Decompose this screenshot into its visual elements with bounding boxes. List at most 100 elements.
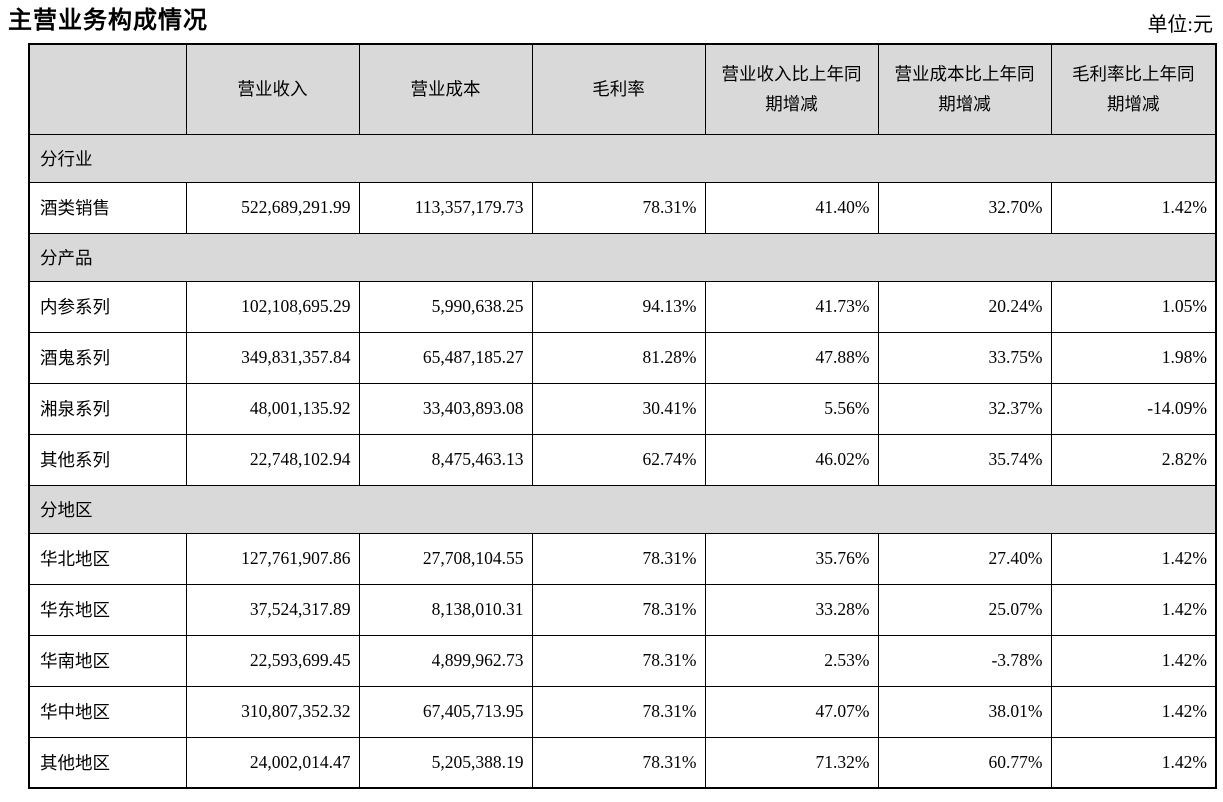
gross-margin-yoy-change-column-header: 毛利率比上年同期增减 (1050, 43, 1217, 135)
table-row: 湘泉系列 48,001,135.92 33,403,893.08 30.41% 5.56… (28, 382, 1217, 435)
revenue-cell: 102,108,695.29 (185, 280, 360, 333)
gross-margin-cell: 78.31% (531, 685, 706, 738)
revenue-cell: 22,748,102.94 (185, 433, 360, 486)
gross-margin-cell: 78.31% (531, 634, 706, 687)
cost-yoy-change-cell: 32.37% (877, 382, 1052, 435)
table-row: 华南地区 22,593,699.45 4,899,962.73 78.31% 2.53%… (28, 634, 1217, 687)
section-header-row: 分地区 (28, 484, 1217, 534)
table-row: 华东地区 37,524,317.89 8,138,010.31 78.31% 33.28… (28, 583, 1217, 636)
revenue-yoy-change-column-header: 营业收入比上年同期增减 (704, 43, 879, 135)
cost-cell: 67,405,713.95 (358, 685, 533, 738)
table-header: 营业收入 营业成本 毛利率 营业收入比上年同期增减 营业成本比上年同期增减 毛利率比上年同… (28, 43, 1217, 135)
gross-margin-cell: 78.31% (531, 583, 706, 636)
cost-cell: 8,138,010.31 (358, 583, 533, 636)
gross-margin-yoy-change-cell: 1.42% (1050, 634, 1217, 687)
table-body: 分行业 酒类销售 522,689,291.99 113,357,179.73 78.31… (28, 133, 1217, 789)
revenue-cell: 127,761,907.86 (185, 532, 360, 585)
business-composition-table: 营业收入 营业成本 毛利率 营业收入比上年同期增减 营业成本比上年同期增减 毛利率比上年同… (28, 43, 1217, 790)
table-row: 内参系列 102,108,695.29 5,990,638.25 94.13% 41.7… (28, 280, 1217, 333)
revenue-cell: 24,002,014.47 (185, 736, 360, 789)
table-row: 华中地区 310,807,352.32 67,405,713.95 78.31% 47.… (28, 685, 1217, 738)
cost-yoy-change-cell: 38.01% (877, 685, 1052, 738)
revenue-yoy-change-cell: 5.56% (704, 382, 879, 435)
section-label: 分行业 (28, 133, 1217, 183)
cost-cell: 5,990,638.25 (358, 280, 533, 333)
gross-margin-yoy-change-cell: 1.05% (1050, 280, 1217, 333)
revenue-yoy-change-cell: 71.32% (704, 736, 879, 789)
gross-margin-cell: 81.28% (531, 331, 706, 384)
row-label: 湘泉系列 (28, 382, 187, 435)
gross-margin-cell: 94.13% (531, 280, 706, 333)
cost-cell: 8,475,463.13 (358, 433, 533, 486)
revenue-cell: 22,593,699.45 (185, 634, 360, 687)
gross-margin-cell: 78.31% (531, 532, 706, 585)
cost-cell: 113,357,179.73 (358, 181, 533, 234)
gross-margin-yoy-change-cell: 1.42% (1050, 181, 1217, 234)
revenue-yoy-change-cell: 47.88% (704, 331, 879, 384)
row-label: 其他系列 (28, 433, 187, 486)
header-row: 营业收入 营业成本 毛利率 营业收入比上年同期增减 营业成本比上年同期增减 毛利率比上年同… (28, 43, 1217, 135)
category-column-header (28, 43, 187, 135)
row-label: 华中地区 (28, 685, 187, 738)
unit-label: 单位:元 (1147, 14, 1213, 37)
revenue-yoy-change-cell: 2.53% (704, 634, 879, 687)
gross-margin-yoy-change-cell: -14.09% (1050, 382, 1217, 435)
table-row: 酒类销售 522,689,291.99 113,357,179.73 78.31% 41… (28, 181, 1217, 234)
revenue-yoy-change-cell: 47.07% (704, 685, 879, 738)
revenue-cell: 310,807,352.32 (185, 685, 360, 738)
gross-margin-column-header: 毛利率 (531, 43, 706, 135)
row-label: 华东地区 (28, 583, 187, 636)
cost-cell: 27,708,104.55 (358, 532, 533, 585)
gross-margin-yoy-change-cell: 1.42% (1050, 532, 1217, 585)
section-label: 分产品 (28, 232, 1217, 282)
cost-yoy-change-cell: 20.24% (877, 280, 1052, 333)
page-title: 主营业务构成情况 (8, 8, 208, 34)
revenue-column-header: 营业收入 (185, 43, 360, 135)
cost-yoy-change-cell: 35.74% (877, 433, 1052, 486)
table-row: 华北地区 127,761,907.86 27,708,104.55 78.31% 35.… (28, 532, 1217, 585)
gross-margin-cell: 30.41% (531, 382, 706, 435)
cost-yoy-change-cell: 33.75% (877, 331, 1052, 384)
cost-yoy-change-cell: 32.70% (877, 181, 1052, 234)
cost-cell: 4,899,962.73 (358, 634, 533, 687)
revenue-yoy-change-cell: 46.02% (704, 433, 879, 486)
gross-margin-cell: 62.74% (531, 433, 706, 486)
revenue-yoy-change-cell: 33.28% (704, 583, 879, 636)
row-label: 华南地区 (28, 634, 187, 687)
row-label: 内参系列 (28, 280, 187, 333)
cost-cell: 65,487,185.27 (358, 331, 533, 384)
row-label: 其他地区 (28, 736, 187, 789)
gross-margin-yoy-change-cell: 2.82% (1050, 433, 1217, 486)
table-row: 其他地区 24,002,014.47 5,205,388.19 78.31% 71.32… (28, 736, 1217, 789)
gross-margin-cell: 78.31% (531, 736, 706, 789)
cost-yoy-change-cell: 25.07% (877, 583, 1052, 636)
gross-margin-yoy-change-cell: 1.42% (1050, 685, 1217, 738)
table-row: 其他系列 22,748,102.94 8,475,463.13 62.74% 46.02… (28, 433, 1217, 486)
cost-yoy-change-cell: -3.78% (877, 634, 1052, 687)
table-row: 酒鬼系列 349,831,357.84 65,487,185.27 81.28% 47.… (28, 331, 1217, 384)
revenue-yoy-change-cell: 41.40% (704, 181, 879, 234)
section-label: 分地区 (28, 484, 1217, 534)
section-header-row: 分产品 (28, 232, 1217, 282)
gross-margin-yoy-change-cell: 1.98% (1050, 331, 1217, 384)
cost-yoy-change-cell: 27.40% (877, 532, 1052, 585)
cost-column-header: 营业成本 (358, 43, 533, 135)
revenue-cell: 349,831,357.84 (185, 331, 360, 384)
revenue-yoy-change-cell: 41.73% (704, 280, 879, 333)
section-header-row: 分行业 (28, 133, 1217, 183)
cost-yoy-change-cell: 60.77% (877, 736, 1052, 789)
row-label: 酒鬼系列 (28, 331, 187, 384)
gross-margin-cell: 78.31% (531, 181, 706, 234)
revenue-cell: 48,001,135.92 (185, 382, 360, 435)
cost-yoy-change-column-header: 营业成本比上年同期增减 (877, 43, 1052, 135)
cost-cell: 33,403,893.08 (358, 382, 533, 435)
gross-margin-yoy-change-cell: 1.42% (1050, 736, 1217, 789)
revenue-cell: 37,524,317.89 (185, 583, 360, 636)
title-row: 主营业务构成情况 单位:元 (8, 6, 1215, 37)
revenue-yoy-change-cell: 35.76% (704, 532, 879, 585)
cost-cell: 5,205,388.19 (358, 736, 533, 789)
gross-margin-yoy-change-cell: 1.42% (1050, 583, 1217, 636)
row-label: 华北地区 (28, 532, 187, 585)
revenue-cell: 522,689,291.99 (185, 181, 360, 234)
